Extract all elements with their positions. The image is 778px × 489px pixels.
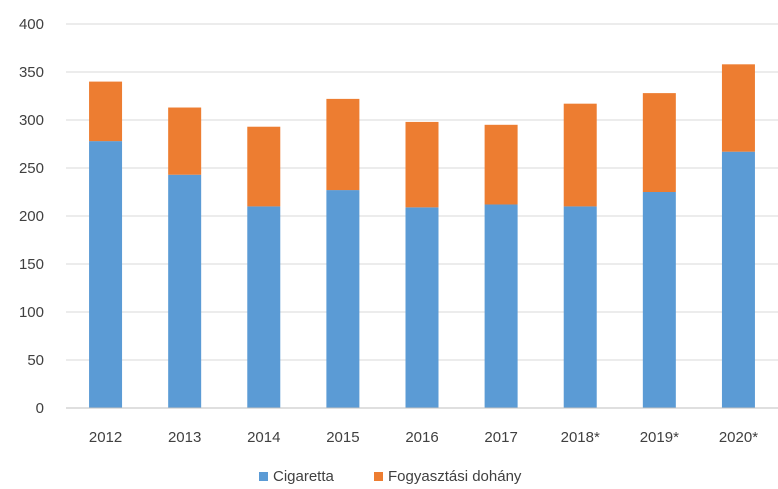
y-tick-label: 100: [19, 304, 44, 321]
bars: [89, 64, 755, 408]
x-tick-label: 2014: [247, 429, 280, 446]
bar-cigaretta-2016: [405, 207, 439, 408]
legend-swatch: [259, 472, 268, 481]
bar-fogyasztasi-dohany-2020: [721, 64, 755, 152]
bar-cigaretta-2017: [484, 204, 518, 408]
legend: Cigaretta Fogyasztási dohány: [259, 468, 522, 485]
legend-label: Cigaretta: [273, 468, 335, 485]
x-tick-label: 2020*: [719, 429, 758, 446]
y-axis-tick-labels: 0 50 100 150 200 250 300 350 400: [19, 16, 44, 417]
bar-cigaretta-2013: [168, 174, 202, 408]
x-tick-label: 2019*: [640, 429, 679, 446]
y-tick-label: 300: [19, 112, 44, 129]
bar-fogyasztasi-dohany-2012: [89, 81, 123, 142]
y-tick-label: 150: [19, 256, 44, 273]
y-tick-label: 200: [19, 208, 44, 225]
bar-fogyasztasi-dohany-2018: [563, 103, 597, 207]
x-tick-label: 2013: [168, 429, 201, 446]
legend-label: Fogyasztási dohány: [388, 468, 522, 485]
x-axis-tick-labels: 2012 2013 2014 2015 2016 2017 2018* 2019* 2020*: [89, 429, 758, 446]
bar-fogyasztasi-dohany-2016: [405, 121, 439, 208]
x-tick-label: 2012: [89, 429, 122, 446]
x-tick-label: 2018*: [561, 429, 600, 446]
bar-fogyasztasi-dohany-2015: [326, 98, 360, 191]
x-tick-label: 2017: [484, 429, 517, 446]
bar-fogyasztasi-dohany-2014: [247, 126, 281, 207]
legend-swatch: [374, 472, 383, 481]
y-tick-label: 250: [19, 160, 44, 177]
legend-item-fogyasztasi-dohany: Fogyasztási dohány: [374, 468, 522, 485]
bar-cigaretta-2014: [247, 206, 281, 408]
legend-item-cigaretta: Cigaretta: [259, 468, 335, 485]
y-tick-label: 0: [36, 400, 44, 417]
y-tick-label: 350: [19, 64, 44, 81]
bar-fogyasztasi-dohany-2017: [484, 124, 518, 205]
bar-cigaretta-2019: [642, 192, 676, 408]
bar-cigaretta-2018: [563, 206, 597, 408]
y-tick-label: 400: [19, 16, 44, 33]
bar-fogyasztasi-dohany-2019: [642, 93, 676, 192]
x-tick-label: 2015: [326, 429, 359, 446]
y-tick-label: 50: [27, 352, 44, 369]
bar-fogyasztasi-dohany-2013: [168, 107, 202, 175]
bar-cigaretta-2020: [721, 151, 755, 408]
bar-cigaretta-2015: [326, 190, 360, 408]
bar-cigaretta-2012: [89, 141, 123, 408]
x-tick-label: 2016: [405, 429, 438, 446]
